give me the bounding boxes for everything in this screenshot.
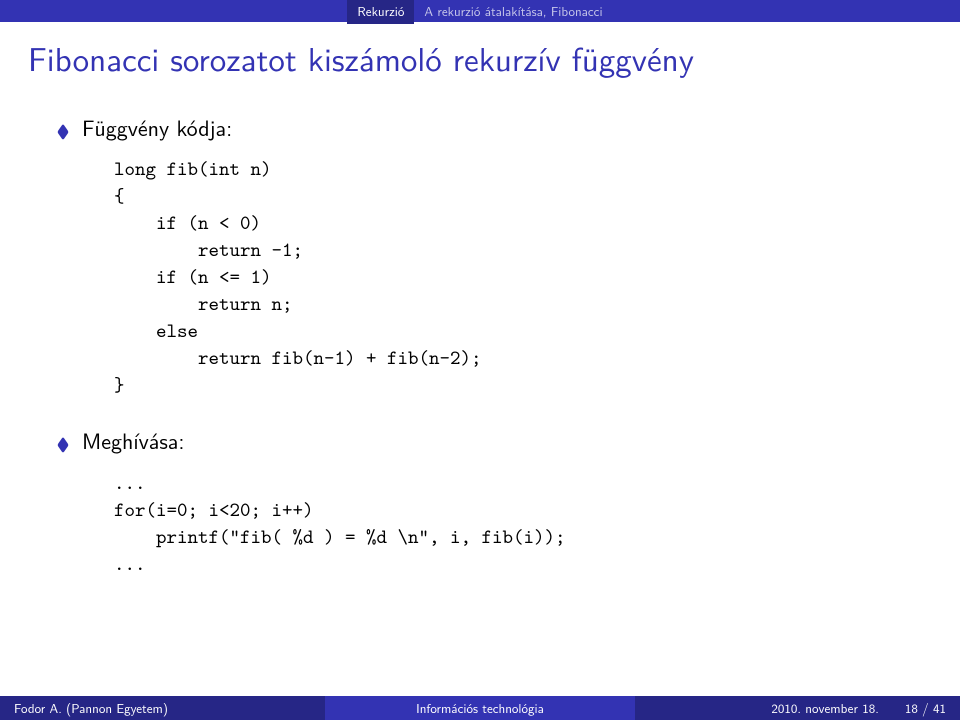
list-item: Függvény kódja: xyxy=(58,114,902,140)
author-text: Fodor A. (Pannon Egyetem) xyxy=(14,699,168,718)
page-counter: 18 / 41 xyxy=(905,699,946,718)
bullet-icon xyxy=(58,429,72,455)
page-title: Fibonacci sorozatot kiszámoló rekurzív f… xyxy=(0,22,960,114)
page-total: 41 xyxy=(933,699,946,718)
bullet-icon xyxy=(58,116,72,142)
slide-content: Függvény kódja: long fib(int n) { if (n … xyxy=(0,114,960,578)
footer-title-text: Információs technológia xyxy=(416,699,544,718)
footer-date: 2010. november 18. xyxy=(771,699,879,718)
code-block-function: long fib(int n) { if (n < 0) return -1; … xyxy=(114,156,902,399)
page-current: 18 xyxy=(905,699,918,718)
footer-date-page: 2010. november 18. 18 / 41 xyxy=(635,696,960,720)
footer-author: Fodor A. (Pannon Egyetem) xyxy=(0,696,325,720)
nav-subsection[interactable]: A rekurzió átalakítása, Fibonacci xyxy=(414,0,612,24)
list-item: Meghívása: xyxy=(58,427,902,453)
item-label: Függvény kódja: xyxy=(82,114,232,140)
nav-section[interactable]: Rekurzió xyxy=(347,0,414,24)
footer-title: Információs technológia xyxy=(325,696,636,720)
item-label: Meghívása: xyxy=(82,427,185,453)
footer-bar: Fodor A. (Pannon Egyetem) Információs te… xyxy=(0,696,960,720)
navigation-bar: Rekurzió A rekurzió átalakítása, Fibonac… xyxy=(0,0,960,22)
code-block-call: ... for(i=0; i<20; i++) printf("fib( %d … xyxy=(114,470,902,578)
